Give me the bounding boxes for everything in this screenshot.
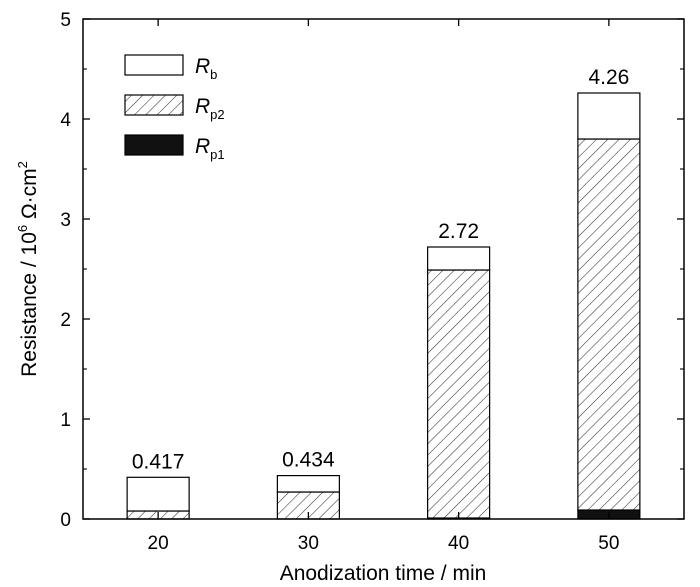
total-label-50: 4.26 [588, 66, 629, 89]
y-axis-title-prefix: Resistance / 10 [18, 232, 41, 377]
y-axis: 0 1 2 3 4 5 [60, 10, 684, 531]
bar-40-p2 [427, 269, 491, 519]
bar-20-b [126, 476, 190, 512]
y-tick-label-3: 3 [60, 210, 71, 231]
bar-30-b [276, 475, 340, 493]
y-tick-label-1: 1 [60, 410, 71, 431]
legend-swatch-p2 [124, 94, 184, 116]
x-tick-label-20: 20 [148, 533, 169, 554]
y-axis-title-exponent: 6 [15, 225, 30, 232]
bar-50-p2 [577, 138, 641, 511]
x-axis-title: Anodization time / min [280, 562, 487, 585]
bar-50-b [577, 92, 641, 140]
y-tick-label-5: 5 [60, 10, 71, 31]
y-axis-title-unit-exponent: 2 [15, 161, 30, 168]
legend-label-p1: Rp1 [195, 135, 225, 162]
y-tick-label-4: 4 [60, 110, 71, 131]
bars [126, 92, 641, 520]
y-axis-title: Resistance / 106 Ω·cm2 [15, 161, 41, 377]
total-label-20: 0.417 [132, 450, 185, 473]
x-tick-label-50: 50 [598, 533, 619, 554]
y-tick-label-0: 0 [60, 510, 71, 531]
y-tick-label-2: 2 [60, 310, 71, 331]
x-tick-label-40: 40 [448, 533, 469, 554]
total-labels: 0.417 0.434 2.72 4.26 [132, 66, 629, 473]
x-tick-label-30: 30 [298, 533, 319, 554]
x-axis: 20 30 40 50 [148, 19, 619, 554]
legend-label-b: Rb [195, 55, 217, 82]
legend: Rb Rp2 Rp1 [124, 54, 225, 162]
y-axis-title-unit: Ω·cm [18, 168, 41, 225]
total-label-30: 0.434 [282, 449, 335, 472]
legend-swatch-b [124, 54, 184, 76]
total-label-40: 2.72 [438, 220, 479, 243]
legend-swatch-p1 [124, 134, 184, 156]
legend-label-p2: Rp2 [195, 95, 225, 122]
bar-40-b [427, 246, 491, 271]
